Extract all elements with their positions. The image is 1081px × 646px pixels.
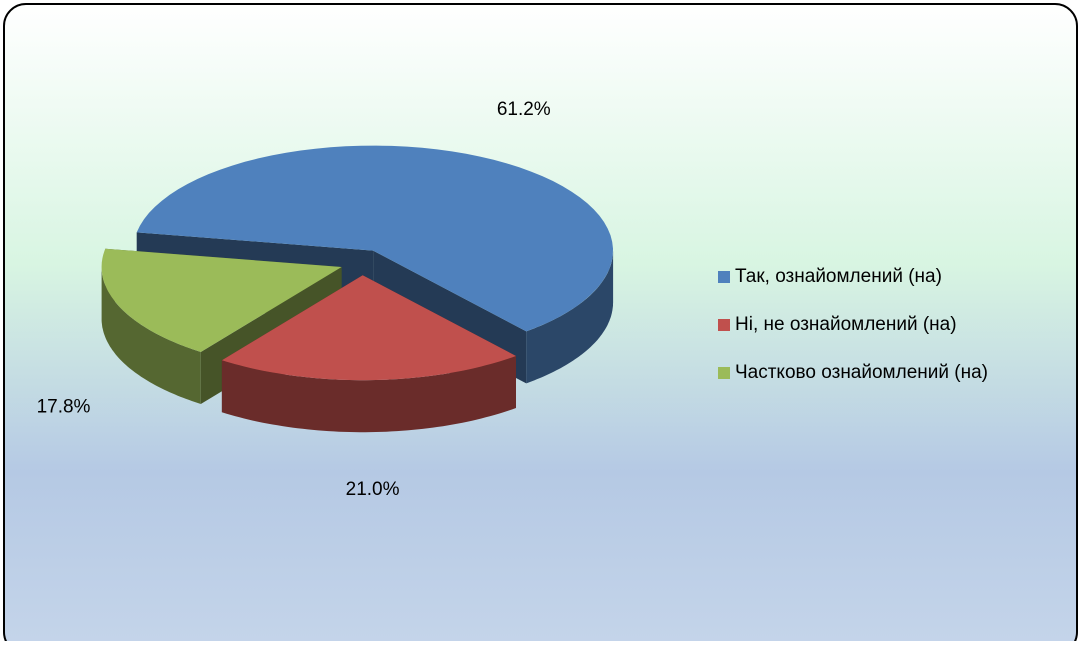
legend-swatch (718, 367, 730, 379)
legend-label: Так, ознайомлений (на) (735, 266, 942, 287)
data-label: 17.8% (37, 397, 91, 418)
slice-wall (526, 250, 614, 384)
legend-swatch (718, 319, 730, 331)
legend-swatch (718, 271, 730, 283)
pie-slice (101, 248, 342, 352)
data-label: 21.0% (346, 479, 400, 500)
pie-slice (221, 275, 516, 381)
slice-wall (221, 356, 516, 433)
pie-slice (136, 145, 613, 332)
data-label: 61.2% (497, 99, 551, 120)
legend-label: Ні, не ознайомлений (на) (735, 314, 957, 335)
legend-label: Частково ознайомлений (на) (735, 362, 988, 383)
slice-wall (101, 267, 201, 404)
